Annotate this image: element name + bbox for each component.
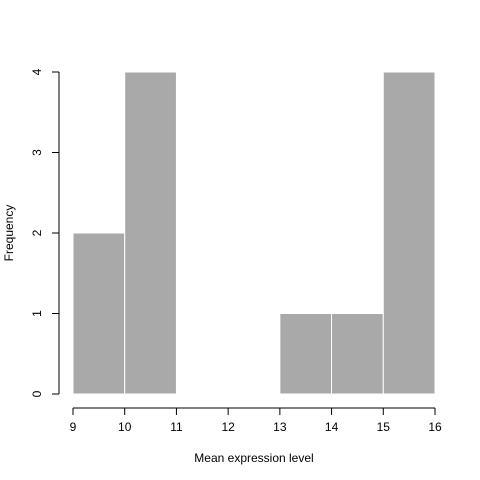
x-tick-label: 16 (428, 420, 442, 434)
y-tick-label: 0 (30, 390, 44, 397)
x-axis-title: Mean expression level (194, 451, 313, 465)
x-tick-label: 10 (118, 420, 132, 434)
histogram-bar (72, 232, 126, 395)
histogram-bar (124, 71, 177, 395)
histogram-bar (331, 313, 384, 395)
x-tick-label: 13 (273, 420, 287, 434)
x-axis: 9 10 11 12 13 14 15 16 (70, 407, 442, 434)
bars-group (72, 71, 436, 395)
x-tick-label: 12 (221, 420, 235, 434)
histogram-bar (279, 313, 333, 395)
y-axis-title: Frequency (2, 205, 16, 262)
histogram-bar (382, 71, 436, 395)
y-tick-label: 4 (30, 68, 44, 75)
x-tick-label: 11 (170, 420, 183, 434)
y-tick-label: 1 (30, 310, 44, 317)
x-tick-label: 15 (377, 420, 391, 434)
x-tick-label: 9 (70, 420, 77, 434)
y-tick-label: 2 (30, 229, 44, 236)
y-tick-label: 3 (30, 149, 44, 156)
y-axis: 0 1 2 3 4 (30, 68, 60, 397)
x-tick-label: 14 (325, 420, 339, 434)
